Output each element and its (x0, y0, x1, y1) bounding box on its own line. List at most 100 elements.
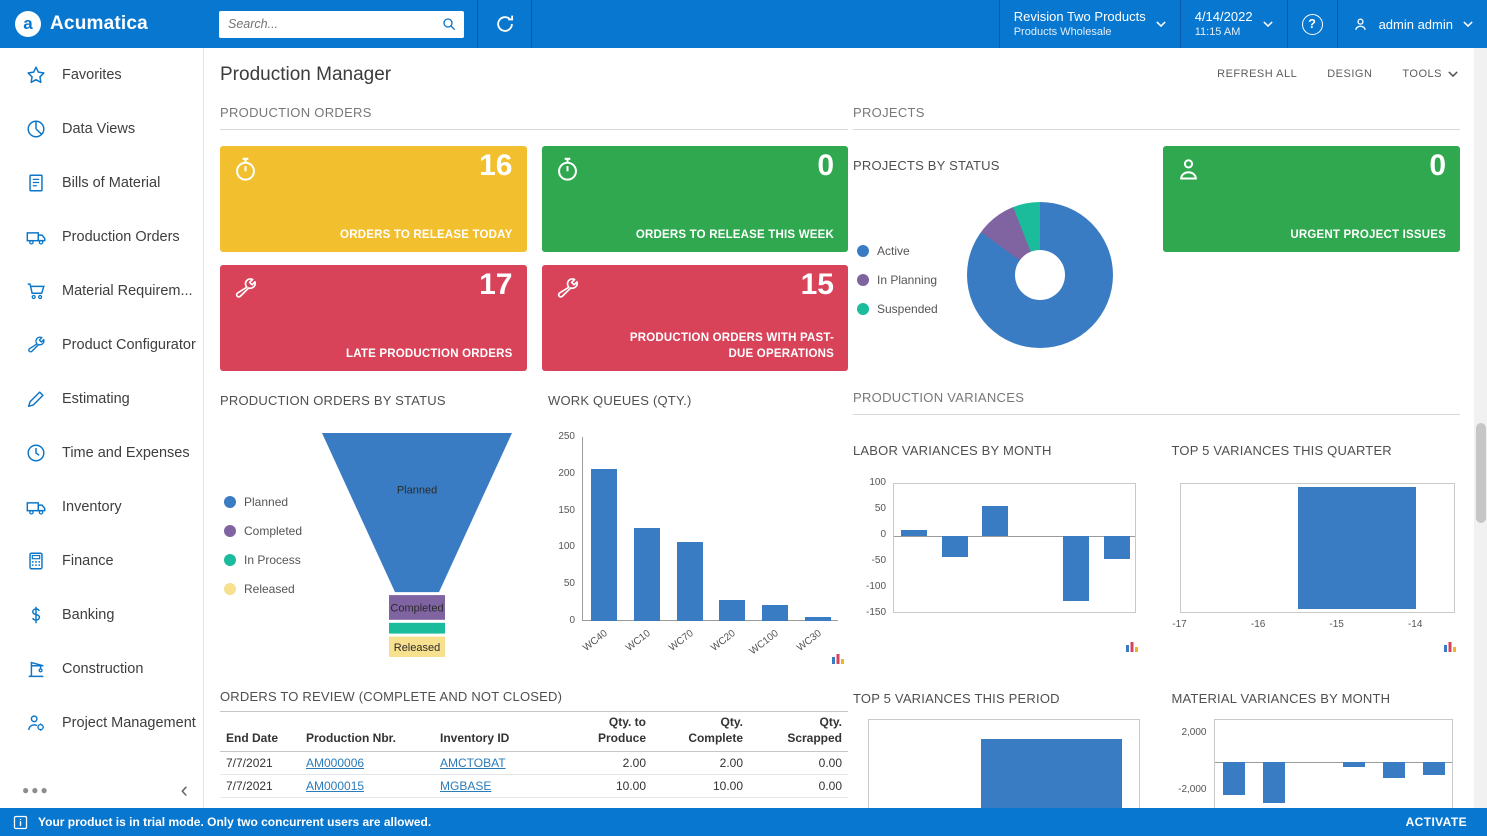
column-header[interactable]: Inventory ID (434, 710, 554, 753)
sidebar-item-production-orders[interactable]: Production Orders (0, 210, 203, 264)
app-logo[interactable]: a Acumatica (0, 11, 204, 37)
sidebar-item-label: Estimating (62, 391, 130, 407)
record-link[interactable]: AM000006 (306, 756, 365, 771)
column-header[interactable]: Qty. Complete (652, 710, 749, 753)
labor-variances-title: LABOR VARIANCES BY MONTH (853, 443, 1052, 458)
mini-chart-icon[interactable] (1443, 639, 1457, 653)
record-link[interactable]: AMCTOBAT (440, 756, 506, 771)
refresh-icon (494, 13, 516, 35)
sidebar-item-inventory[interactable]: Inventory (0, 480, 203, 534)
legend-item-suspended: Suspended (857, 302, 967, 316)
sidebar-item-label: Time and Expenses (62, 445, 190, 461)
kpi-tile-late-production-orders[interactable]: 17 LATE PRODUCTION ORDERS (220, 265, 527, 371)
projects-by-status-title: PROJECTS BY STATUS (853, 158, 1000, 173)
svg-text:Released: Released (394, 642, 440, 654)
refresh-all-button[interactable]: REFRESH ALL (1217, 68, 1298, 80)
sidebar-item-label: Data Views (62, 121, 136, 137)
sidebar-item-construction[interactable]: Construction (0, 642, 203, 696)
kpi-tile-orders-to-release-today[interactable]: 16 ORDERS TO RELEASE TODAY (220, 146, 527, 252)
kpi-value: 16 (479, 149, 513, 182)
help-button[interactable]: ? (1288, 0, 1337, 48)
pencil-icon (25, 388, 47, 410)
table-row[interactable]: 7/7/2021 AM000006 AMCTOBAT 2.00 2.00 0.00 (220, 751, 848, 776)
sidebar-item-product-configurator[interactable]: Product Configurator (0, 318, 203, 372)
sidebar-item-finance[interactable]: Finance (0, 534, 203, 588)
sidebar-item-label: Favorites (62, 67, 122, 83)
kpi-tile-production-orders-with-past-due-operations[interactable]: 15 PRODUCTION ORDERS WITH PAST-DUE OPERAT… (541, 265, 848, 371)
legend-item-active: Active (857, 244, 967, 258)
page-title: Production Manager (220, 64, 392, 85)
stopwatch-icon (232, 156, 259, 183)
sidebar-item-estimating[interactable]: Estimating (0, 372, 203, 426)
column-header[interactable]: Production Nbr. (300, 710, 434, 753)
kpi-label: URGENT PROJECT ISSUES (1290, 228, 1446, 241)
kpi-label: LATE PRODUCTION ORDERS (346, 347, 513, 360)
legend-item-released: Released (224, 582, 322, 596)
funnel-chart-title: PRODUCTION ORDERS BY STATUS (220, 393, 446, 408)
kpi-label: ORDERS TO RELEASE THIS WEEK (635, 228, 834, 241)
svg-text:Planned: Planned (397, 484, 437, 496)
orders-by-status-funnel-chart: Planned Completed Released (322, 433, 512, 662)
urgent-kpi-slot: 0 URGENT PROJECT ISSUES (1163, 146, 1460, 348)
table-row[interactable]: 7/7/2021 AM000015 MGBASE 10.00 10.00 0.00 (220, 774, 848, 799)
kpi-tile-urgent-project-issues[interactable]: 0 URGENT PROJECT ISSUES (1163, 146, 1460, 252)
sidebar-item-label: Product Configurator (62, 337, 196, 353)
business-date-selector[interactable]: 4/14/2022 11:15 AM (1181, 0, 1287, 48)
sidebar-item-time-and-expenses[interactable]: Time and Expenses (0, 426, 203, 480)
wrench-icon (232, 275, 259, 302)
divider (1286, 0, 1288, 48)
kpi-tile-orders-to-release-this-week[interactable]: 0 ORDERS TO RELEASE THIS WEEK (541, 146, 848, 252)
sidebar-item-banking[interactable]: Banking (0, 588, 203, 642)
search-input[interactable] (219, 17, 434, 31)
mini-chart-icon[interactable] (1125, 639, 1139, 653)
bill-icon (25, 172, 47, 194)
kpi-value: 0 (1429, 149, 1446, 182)
scrollbar-thumb[interactable] (1475, 423, 1486, 523)
sidebar-item-label: Inventory (62, 499, 122, 515)
star-icon (25, 64, 47, 86)
column-header[interactable]: Qty. Scrapped (749, 710, 848, 753)
column-header[interactable]: End Date (220, 710, 300, 753)
activate-button[interactable]: ACTIVATE (1405, 815, 1467, 829)
truck-icon (25, 496, 47, 518)
projects-column: PROJECTS PROJECTS BY STATUS Active In Pla… (853, 105, 1460, 808)
legend-dot (224, 583, 236, 595)
sidebar-item-project-management[interactable]: Project Management (0, 696, 203, 750)
divider (531, 0, 532, 48)
company-branch: Products Wholesale (1013, 25, 1112, 38)
search-icon[interactable] (434, 11, 464, 38)
sidebar-item-favorites[interactable]: Favorites (0, 48, 203, 102)
refresh-button[interactable] (478, 0, 531, 48)
material-variances-title: MATERIAL VARIANCES BY MONTH (1171, 691, 1391, 706)
sidebar-item-material-requirem[interactable]: Material Requirem... (0, 264, 203, 318)
company-selector[interactable]: Revision Two Products Products Wholesale (1000, 0, 1180, 48)
vertical-scrollbar[interactable] (1474, 48, 1487, 808)
design-button[interactable]: DESIGN (1327, 68, 1373, 80)
collapse-sidebar-icon[interactable]: ‹ (180, 777, 188, 802)
top5-quarter-chart: -17 -16 -15 -14 (1172, 465, 1461, 655)
divider (1336, 0, 1338, 48)
sidebar-item-data-views[interactable]: Data Views (0, 102, 203, 156)
more-options-icon[interactable]: ●●● (22, 783, 50, 797)
sidebar-item-label: Construction (62, 661, 144, 677)
sidebar-item-label: Finance (62, 553, 114, 569)
divider (1179, 0, 1181, 48)
work-queues-chart: 0 50 100 150 200 250 WC40 WC10 WC70 WC20 WC100 WC30 (548, 415, 848, 667)
kpi-value: 0 (817, 149, 834, 182)
sidebar-item-label: Production Orders (62, 229, 180, 245)
column-header[interactable]: Qty. to Produce (554, 710, 652, 753)
record-link[interactable]: AM000015 (306, 779, 365, 794)
donut (967, 202, 1113, 348)
chevron-down-icon (1448, 71, 1458, 77)
tools-button[interactable]: TOOLS (1402, 68, 1458, 80)
info-icon (12, 814, 29, 831)
chevron-down-icon (1262, 21, 1273, 27)
sidebar-item-label: Bills of Material (62, 175, 161, 191)
kpi-label: PRODUCTION ORDERS WITH PAST-DUE OPERATIO… (629, 331, 834, 360)
wrench-icon (25, 334, 47, 356)
record-link[interactable]: MGBASE (440, 779, 492, 794)
user-menu[interactable]: admin admin (1338, 0, 1487, 48)
sidebar-item-bills-of-material[interactable]: Bills of Material (0, 156, 203, 210)
legend-label: In Planning (877, 273, 938, 287)
mini-chart-icon[interactable] (831, 651, 845, 665)
